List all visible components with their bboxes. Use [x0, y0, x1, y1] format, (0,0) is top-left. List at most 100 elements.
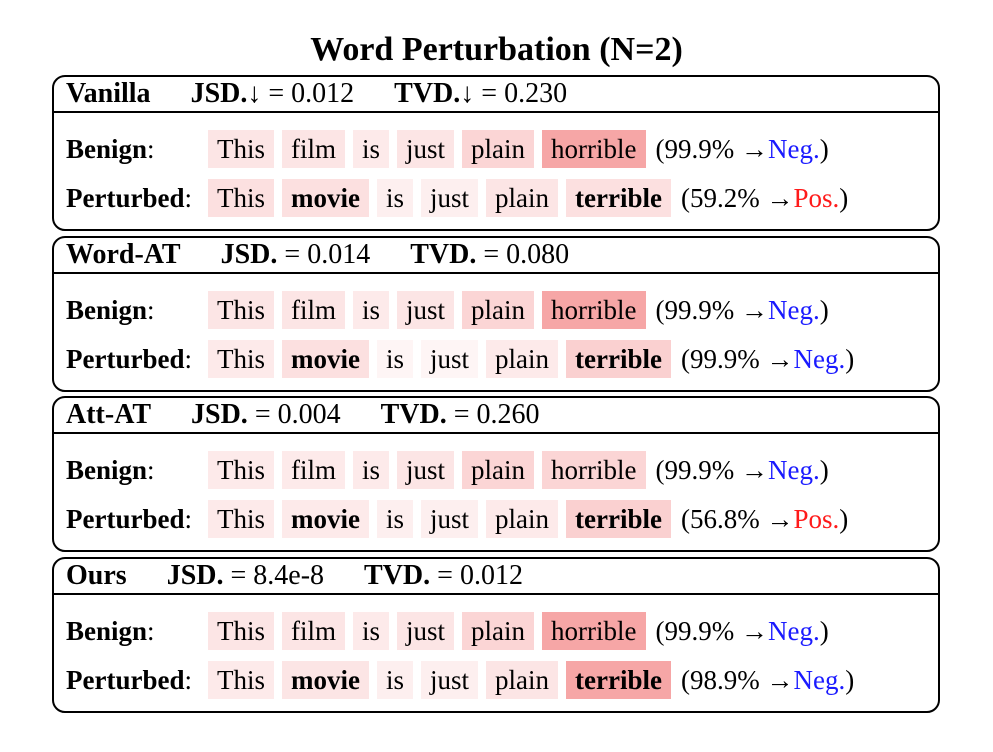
row-label-text: Perturbed	[66, 664, 185, 695]
method-name: Vanilla	[66, 78, 151, 109]
method-name: Word-AT	[66, 239, 181, 270]
prediction-close: )	[845, 343, 855, 374]
panel-header: Vanilla JSD.↓ = 0.012 TVD.↓ = 0.230	[54, 77, 938, 113]
token-highlight: just	[421, 179, 479, 217]
row-label-colon: :	[147, 615, 155, 646]
token-highlight: is	[353, 291, 390, 329]
token-highlight: terrible	[566, 340, 671, 378]
token-highlight: plain	[486, 179, 559, 217]
token-highlight: movie	[282, 661, 369, 699]
token-highlight: horrible	[542, 291, 646, 329]
token-highlight: terrible	[566, 179, 671, 217]
token-highlight: just	[397, 130, 455, 168]
token-highlight: just	[397, 612, 455, 650]
token-highlight: is	[377, 179, 414, 217]
row-label-text: Benign	[66, 454, 148, 485]
token-highlight: is	[353, 612, 390, 650]
token-highlight: is	[377, 500, 414, 538]
perturbed-label: Perturbed:	[66, 344, 208, 375]
row-label-colon: :	[184, 182, 192, 213]
perturbed-row: Perturbed: This movie is just plain terrible (5…	[66, 179, 848, 217]
token-highlight: plain	[462, 612, 535, 650]
benign-label: Benign:	[66, 134, 208, 165]
prediction-close: )	[839, 182, 849, 213]
token-highlight: plain	[462, 130, 535, 168]
token-highlight: terrible	[566, 661, 671, 699]
token-highlight: horrible	[542, 130, 646, 168]
jsd-label: JSD.	[220, 239, 278, 270]
row-label-colon: :	[147, 454, 155, 485]
tvd-value: = 0.012	[437, 560, 523, 591]
prediction-class: Neg.	[768, 294, 820, 325]
jsd-value: = 0.004	[254, 399, 341, 430]
token-highlight: movie	[282, 179, 369, 217]
prediction-confidence: (59.2% →	[680, 182, 794, 213]
prediction-close: )	[845, 664, 855, 695]
token-highlight: just	[421, 500, 479, 538]
row-label-colon: :	[147, 133, 155, 164]
benign-row: Benign: This film is just plain horrible (99.9%…	[66, 612, 829, 650]
token-highlight: This	[208, 451, 275, 489]
prediction: (98.9% →Neg.)	[681, 665, 854, 696]
tvd-label: TVD.↓	[394, 78, 475, 109]
prediction: (99.9% →Neg.)	[656, 134, 829, 165]
benign-label: Benign:	[66, 616, 208, 647]
panel-header: Att-AT JSD. = 0.004 TVD. = 0.260	[54, 398, 938, 434]
prediction-confidence: (99.9% →	[655, 454, 769, 485]
tvd-metric: TVD.↓ = 0.230	[394, 78, 567, 110]
prediction-close: )	[839, 503, 849, 534]
tvd-label: TVD.	[380, 399, 447, 430]
token-highlight: is	[353, 451, 390, 489]
row-label-colon: :	[184, 343, 192, 374]
perturbed-row: Perturbed: This movie is just plain terrible (5…	[66, 500, 848, 538]
tvd-value: = 0.230	[481, 78, 568, 109]
token-highlight: film	[282, 291, 346, 329]
prediction: (99.9% →Neg.)	[656, 616, 829, 647]
token-highlight: plain	[462, 291, 535, 329]
prediction: (99.9% →Neg.)	[656, 455, 829, 486]
benign-label: Benign:	[66, 455, 208, 486]
token-highlight: plain	[486, 340, 559, 378]
method-name: Ours	[66, 560, 127, 591]
panel-vanilla: Vanilla JSD.↓ = 0.012 TVD.↓ = 0.230 Benign:…	[52, 75, 940, 231]
prediction: (59.2% →Pos.)	[681, 183, 848, 214]
token-highlight: horrible	[542, 612, 646, 650]
tvd-label: TVD.	[410, 239, 477, 270]
jsd-metric: JSD. = 0.004	[191, 399, 341, 431]
tvd-value: = 0.080	[483, 239, 570, 270]
prediction-close: )	[819, 133, 829, 164]
row-label-colon: :	[147, 294, 155, 325]
prediction-confidence: (98.9% →	[680, 664, 794, 695]
tvd-value: = 0.260	[453, 399, 540, 430]
prediction-close: )	[819, 454, 829, 485]
prediction-class: Neg.	[768, 133, 820, 164]
jsd-label: JSD.	[166, 560, 224, 591]
token-highlight: This	[208, 612, 275, 650]
prediction-confidence: (99.9% →	[655, 133, 769, 164]
prediction: (99.9% →Neg.)	[656, 295, 829, 326]
prediction-confidence: (99.9% →	[655, 294, 769, 325]
row-label-text: Benign	[66, 615, 148, 646]
row-label-text: Perturbed	[66, 182, 185, 213]
prediction-close: )	[819, 615, 829, 646]
prediction-class: Neg.	[768, 615, 820, 646]
token-highlight: is	[353, 130, 390, 168]
token-highlight: just	[397, 291, 455, 329]
token-highlight: just	[421, 661, 479, 699]
prediction-confidence: (99.9% →	[680, 343, 794, 374]
jsd-metric: JSD.↓ = 0.012	[191, 78, 355, 110]
perturbed-row: Perturbed: This movie is just plain terrible (9…	[66, 340, 854, 378]
prediction: (99.9% →Neg.)	[681, 344, 854, 375]
perturbed-label: Perturbed:	[66, 504, 208, 535]
benign-row: Benign: This film is just plain horrible (99.9%…	[66, 130, 829, 168]
prediction-class: Neg.	[768, 454, 820, 485]
token-highlight: This	[208, 340, 275, 378]
token-highlight: This	[208, 130, 275, 168]
method-name: Att-AT	[66, 399, 152, 430]
row-label-colon: :	[184, 664, 192, 695]
jsd-value: = 0.014	[284, 239, 371, 270]
tvd-metric: TVD. = 0.012	[364, 560, 523, 592]
token-highlight: movie	[282, 340, 369, 378]
panel-header: Word-AT JSD. = 0.014 TVD. = 0.080	[54, 238, 938, 274]
prediction-class: Neg.	[793, 343, 846, 374]
